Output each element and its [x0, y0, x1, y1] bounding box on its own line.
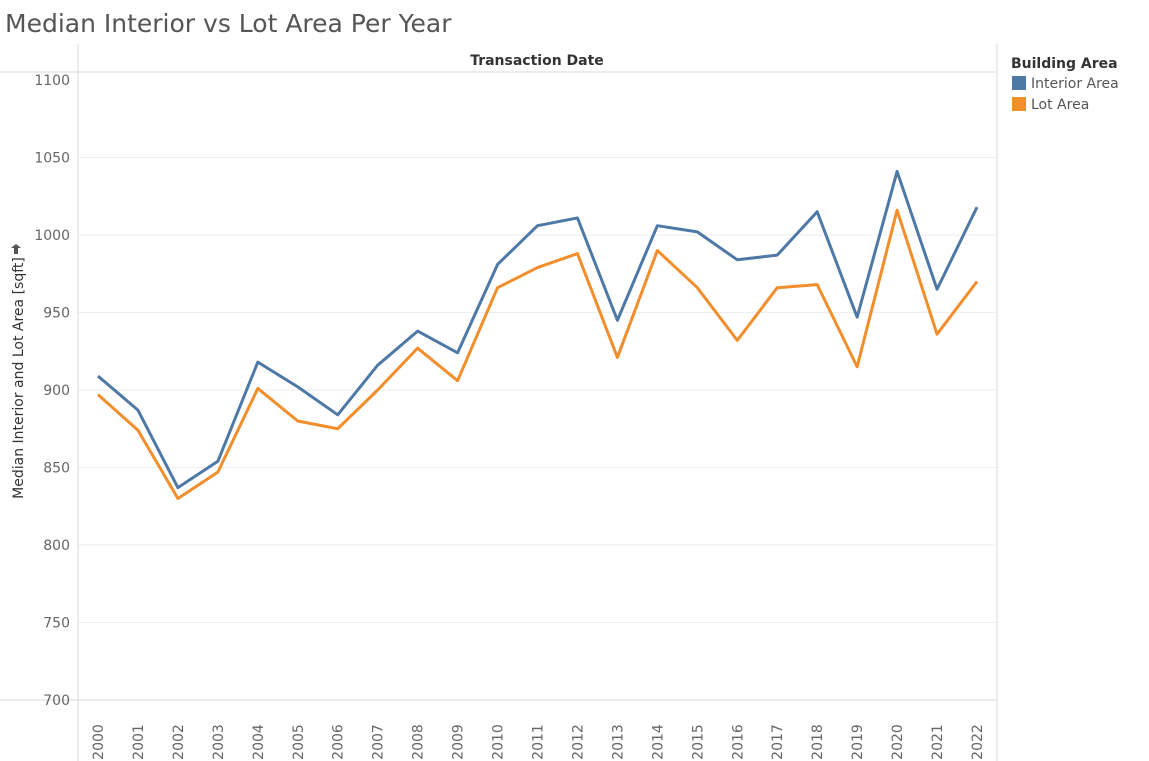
x-tick-label: 2002 [171, 724, 187, 760]
x-axis-ticks: 2000 2001 2002 2003 2004 2005 2006 2007 2008 2009… [91, 724, 986, 760]
x-tick-label: 2003 [211, 724, 227, 760]
gridlines [78, 157, 997, 623]
x-tick-label: 2021 [930, 724, 946, 760]
y-tick-label: 1000 [34, 228, 70, 244]
x-tick-label: 2008 [411, 724, 427, 760]
x-tick-label: 2020 [890, 724, 906, 760]
x-tick-label: 2012 [570, 724, 586, 760]
x-tick-label: 2019 [850, 724, 866, 760]
x-tick-label: 2018 [810, 724, 826, 760]
y-tick-label: 800 [43, 538, 70, 554]
series-line-lot-area[interactable] [97, 208, 979, 500]
y-axis-label: Median Interior and Lot Area [sqft] [11, 257, 27, 499]
y-tick-label: 1100 [34, 73, 70, 89]
y-axis-ticks: 700 750 800 850 900 950 1000 1050 1100 [34, 73, 70, 709]
x-tick-label: 2011 [531, 724, 547, 760]
y-tick-label: 1050 [34, 151, 70, 167]
x-tick-label: 2022 [970, 724, 986, 760]
pin-icon[interactable] [11, 244, 21, 254]
chart-title: Median Interior vs Lot Area Per Year [5, 9, 452, 38]
legend-label[interactable]: Interior Area [1031, 76, 1119, 92]
x-tick-label: 2005 [291, 724, 307, 760]
x-tick-label: 2001 [131, 724, 147, 760]
y-tick-label: 950 [43, 306, 70, 322]
legend-label[interactable]: Lot Area [1031, 97, 1089, 113]
legend-swatch[interactable] [1012, 76, 1026, 90]
x-tick-label: 2006 [331, 724, 347, 760]
x-tick-label: 2016 [730, 724, 746, 760]
legend-title: Building Area [1011, 56, 1118, 72]
series-line-interior-area[interactable] [97, 169, 979, 490]
x-tick-label: 2015 [690, 724, 706, 760]
y-axis-label-group: Median Interior and Lot Area [sqft] [11, 257, 27, 499]
y-tick-label: 750 [43, 616, 70, 632]
legend: Building Area Interior Area Lot Area [1011, 56, 1119, 113]
x-tick-label: 2000 [91, 724, 107, 760]
x-tick-label: 2013 [610, 724, 626, 760]
legend-swatch[interactable] [1012, 97, 1026, 111]
y-tick-label: 700 [43, 693, 70, 709]
series-lines [97, 169, 979, 500]
y-tick-label: 900 [43, 383, 70, 399]
x-tick-label: 2014 [650, 724, 666, 760]
x-tick-label: 2004 [251, 724, 267, 760]
x-tick-label: 2009 [451, 724, 467, 760]
x-tick-label: 2007 [371, 724, 387, 760]
x-tick-label: 2010 [491, 724, 507, 760]
y-tick-label: 850 [43, 461, 70, 477]
x-tick-label: 2017 [770, 724, 786, 760]
column-header: Transaction Date [470, 53, 604, 69]
plot-frame [0, 44, 998, 761]
